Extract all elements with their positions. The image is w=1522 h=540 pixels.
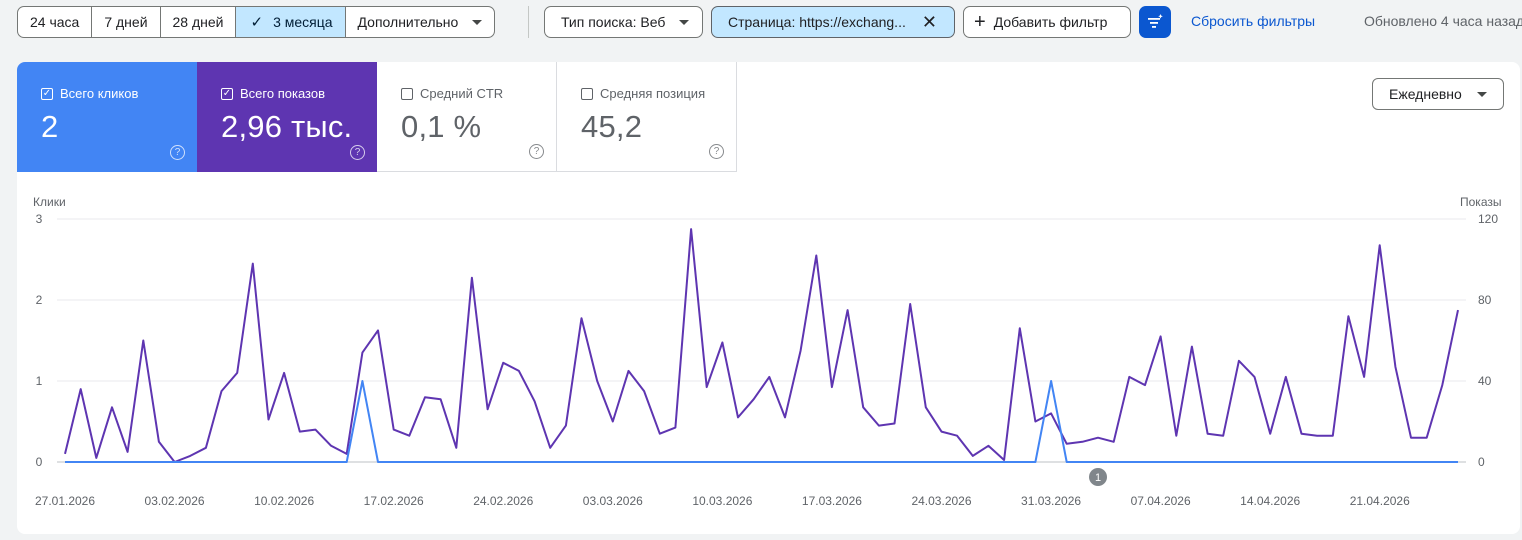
x-tick-label: 17.03.2026 [802, 494, 862, 508]
y-left-tick-label: 1 [36, 374, 43, 388]
y-right-tick-label: 40 [1478, 374, 1492, 388]
x-tick-label: 27.01.2026 [35, 494, 95, 508]
x-tick-label: 24.02.2026 [473, 494, 533, 508]
x-tick-label: 07.04.2026 [1131, 494, 1191, 508]
annotation-marker[interactable] [1089, 468, 1108, 486]
series-line-impressions [64, 228, 1459, 463]
metric-value: 2,96 тыс. [221, 109, 353, 144]
x-tick-label: 24.03.2026 [911, 494, 971, 508]
caret-down-icon [472, 19, 483, 25]
metric-value: 2 [41, 109, 59, 144]
x-tick-label: 31.03.2026 [1021, 494, 1081, 508]
date-range-selector: 24 часа 7 дней 28 дней ✓ 3 месяца Дополни… [17, 6, 496, 38]
filter-list-icon [1148, 14, 1163, 28]
y-left-tick-label: 2 [36, 293, 43, 307]
checkbox-checked-icon[interactable]: ✓ [221, 87, 233, 100]
metric-value: 0,1 % [401, 109, 482, 144]
range-more-dropdown[interactable]: Дополнительно [346, 7, 495, 37]
range-28d-button[interactable]: 28 дней [161, 7, 237, 37]
search-type-dropdown[interactable]: Тип поиска: Веб [544, 6, 703, 38]
series-line-clicks [65, 380, 1458, 463]
help-icon[interactable]: ? [529, 144, 544, 159]
x-tick-label: 17.02.2026 [364, 494, 424, 508]
reset-filters-link[interactable]: Сбросить фильтры [1191, 13, 1316, 29]
last-updated-text: Обновлено 4 часа назад [1364, 13, 1522, 29]
metric-value: 45,2 [581, 109, 643, 144]
y-axis-left-label: Клики [33, 195, 66, 209]
metric-average-ctr[interactable]: Средний CTR 0,1 % ? [377, 62, 557, 172]
y-right-tick-label: 0 [1478, 455, 1485, 469]
check-icon: ✓ [250, 14, 264, 31]
range-24h-button[interactable]: 24 часа [18, 7, 93, 37]
y-right-tick-label: 80 [1478, 293, 1492, 307]
help-icon[interactable]: ? [709, 144, 724, 159]
checkbox-unchecked-icon[interactable] [581, 87, 593, 100]
checkbox-checked-icon[interactable]: ✓ [41, 87, 53, 100]
toolbar: 24 часа 7 дней 28 дней ✓ 3 месяца Дополни… [0, 0, 1522, 44]
x-tick-label: 14.04.2026 [1240, 494, 1300, 508]
x-tick-label: 10.03.2026 [692, 494, 752, 508]
help-icon[interactable]: ? [170, 145, 185, 160]
plus-icon: + [974, 11, 986, 33]
help-icon[interactable]: ? [350, 145, 365, 160]
caret-down-icon [1477, 92, 1487, 97]
filter-settings-button[interactable] [1139, 6, 1171, 38]
add-filter-button[interactable]: + Добавить фильтр [963, 6, 1131, 38]
y-right-tick-label: 120 [1478, 212, 1498, 226]
performance-chart: 0 1 2 3 0 40 80 120 27.01.2026 03.02.2026 10.02.… [33, 195, 1501, 508]
y-left-tick-label: 3 [36, 212, 43, 226]
metric-total-impressions[interactable]: ✓ Всего показов 2,96 тыс. ? [197, 62, 377, 172]
caret-down-icon [679, 19, 690, 25]
y-left-tick-label: 0 [36, 455, 43, 469]
x-tick-label: 10.02.2026 [254, 494, 314, 508]
page-filter-chip[interactable]: Страница: https://exchang... ✕ [711, 6, 955, 38]
range-3m-button[interactable]: ✓ 3 месяца [236, 7, 346, 37]
period-dropdown[interactable]: Ежедневно [1372, 78, 1504, 110]
annotation-label: 1 [1095, 472, 1101, 484]
range-7d-button[interactable]: 7 дней [92, 7, 161, 37]
x-tick-label: 21.04.2026 [1350, 494, 1410, 508]
toolbar-divider [528, 6, 529, 38]
x-tick-label: 03.02.2026 [145, 494, 205, 508]
checkbox-unchecked-icon[interactable] [401, 87, 413, 100]
y-axis-right-label: Показы [1460, 195, 1501, 209]
metric-total-clicks[interactable]: ✓ Всего кликов 2 ? [17, 62, 197, 172]
close-icon[interactable]: ✕ [921, 12, 937, 32]
performance-card: ✓ Всего кликов 2 ? ✓ Всего показов 2,96 ты… [17, 62, 1520, 534]
metric-average-position[interactable]: Средняя позиция 45,2 ? [557, 62, 737, 172]
x-tick-label: 03.03.2026 [583, 494, 643, 508]
